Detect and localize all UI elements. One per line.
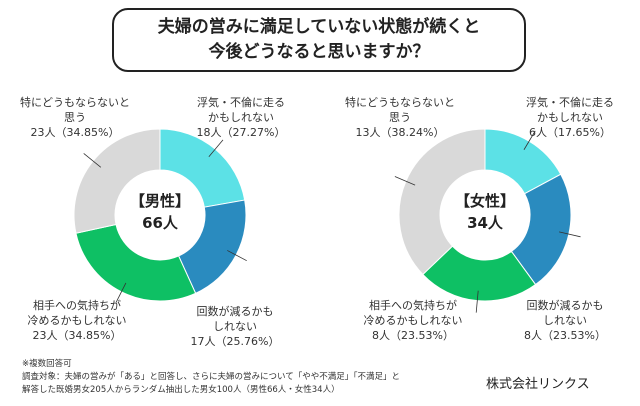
label-value: 23人（34.85%） bbox=[32, 329, 122, 342]
leader-line-male-1 bbox=[227, 250, 247, 262]
label-value: 8人（23.53%） bbox=[372, 329, 454, 342]
note-multiple-answers: ※複数回答可 bbox=[22, 359, 72, 369]
label-text: 回数が減るかも bbox=[526, 299, 604, 312]
label-text: 浮気・不倫に走る bbox=[526, 96, 614, 109]
label-text: 浮気・不倫に走る bbox=[197, 96, 285, 109]
label-text: 冷めるかもしれない bbox=[27, 314, 127, 327]
label-value: 18人（27.27%） bbox=[196, 126, 286, 139]
donut-slice-female-3 bbox=[398, 128, 486, 276]
label-text: かもしれない bbox=[208, 111, 274, 124]
label-value: 8人（23.53%） bbox=[524, 329, 606, 342]
label-text: しれない bbox=[213, 320, 257, 333]
center-title: 【男性】 bbox=[129, 192, 190, 210]
female-label-cheating: 浮気・不倫に走る かもしれない 6人（17.65%） bbox=[505, 95, 635, 140]
title-line-1: 夫婦の営みに満足していない状態が続くと bbox=[157, 17, 481, 37]
leader-line-male-0 bbox=[208, 139, 224, 158]
center-count: 66人 bbox=[142, 214, 178, 232]
label-text: 思う bbox=[389, 111, 411, 124]
male-center-label: 【男性】 66人 bbox=[115, 190, 205, 234]
male-label-nothing: 特にどうもならないと 思う 23人（34.85%） bbox=[10, 95, 140, 140]
male-label-cooling: 相手への気持ちが 冷めるかもしれない 23人（34.85%） bbox=[12, 298, 142, 343]
female-center-label: 【女性】 34人 bbox=[440, 190, 530, 234]
label-text: 回数が減るかも bbox=[196, 305, 274, 318]
label-value: 17人（25.76%） bbox=[190, 335, 280, 348]
leader-line-male-2 bbox=[115, 282, 127, 303]
center-count: 34人 bbox=[467, 214, 503, 232]
label-text: 思う bbox=[64, 111, 86, 124]
note-survey-target: 調査対象：夫婦の営みが「ある」と回答し、さらに夫婦の営みについて「やや不満足」「… bbox=[22, 372, 400, 382]
title-line-2: 今後どうなると思いますか？ bbox=[208, 42, 430, 62]
leader-line-male-3 bbox=[83, 153, 102, 168]
label-value: 23人（34.85%） bbox=[30, 126, 120, 139]
label-text: 特にどうもならないと bbox=[20, 96, 130, 109]
title-box: 夫婦の営みに満足していない状態が続くと 今後どうなると思いますか？ bbox=[112, 8, 526, 72]
label-value: 13人（38.24%） bbox=[355, 126, 445, 139]
donut-slice-male-2 bbox=[75, 223, 197, 302]
leader-line-female-2 bbox=[475, 290, 479, 313]
male-label-fewer: 回数が減るかも しれない 17人（25.76%） bbox=[170, 304, 300, 349]
label-text: かもしれない bbox=[537, 111, 603, 124]
center-title: 【女性】 bbox=[454, 192, 515, 210]
note-survey-sample: 解答した既婚男女205人からランダム抽出した男女100人（男性66人・女性34人… bbox=[22, 385, 340, 395]
female-label-cooling: 相手への気持ちが 冷めるかもしれない 8人（23.53%） bbox=[348, 298, 478, 343]
company-name: 株式会社リンクス bbox=[486, 377, 590, 392]
label-text: 相手への気持ちが bbox=[369, 299, 457, 312]
label-value: 6人（17.65%） bbox=[529, 126, 611, 139]
label-text: 特にどうもならないと bbox=[345, 96, 455, 109]
leader-line-female-0 bbox=[523, 130, 536, 150]
label-text: しれない bbox=[543, 314, 587, 327]
leader-line-female-1 bbox=[559, 231, 581, 238]
female-label-fewer: 回数が減るかも しれない 8人（23.53%） bbox=[500, 298, 630, 343]
label-text: 冷めるかもしれない bbox=[363, 314, 463, 327]
female-label-nothing: 特にどうもならないと 思う 13人（38.24%） bbox=[335, 95, 465, 140]
label-text: 相手への気持ちが bbox=[33, 299, 121, 312]
leader-line-female-3 bbox=[394, 176, 416, 186]
male-label-cheating: 浮気・不倫に走る かもしれない 18人（27.27%） bbox=[176, 95, 306, 140]
donut-slice-male-3 bbox=[73, 128, 161, 234]
